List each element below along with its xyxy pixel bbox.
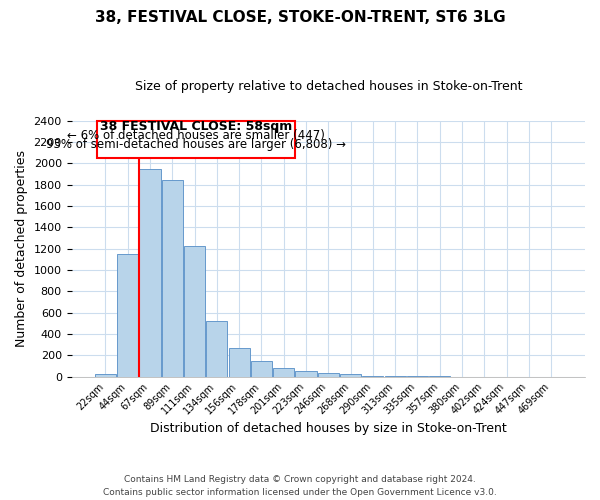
Bar <box>251 360 272 376</box>
Bar <box>184 246 205 376</box>
Bar <box>229 348 250 376</box>
X-axis label: Distribution of detached houses by size in Stoke-on-Trent: Distribution of detached houses by size … <box>150 422 506 435</box>
Text: 93% of semi-detached houses are larger (6,808) →: 93% of semi-detached houses are larger (… <box>46 138 346 151</box>
Text: 38, FESTIVAL CLOSE, STOKE-ON-TRENT, ST6 3LG: 38, FESTIVAL CLOSE, STOKE-ON-TRENT, ST6 … <box>95 10 505 25</box>
FancyBboxPatch shape <box>97 120 295 158</box>
Text: Contains HM Land Registry data © Crown copyright and database right 2024.: Contains HM Land Registry data © Crown c… <box>124 476 476 484</box>
Bar <box>273 368 294 376</box>
Bar <box>139 168 161 376</box>
Text: 38 FESTIVAL CLOSE: 58sqm: 38 FESTIVAL CLOSE: 58sqm <box>100 120 292 134</box>
Bar <box>95 374 116 376</box>
Text: Contains public sector information licensed under the Open Government Licence v3: Contains public sector information licen… <box>103 488 497 497</box>
Bar <box>117 254 139 376</box>
Bar <box>340 374 361 376</box>
Bar <box>295 372 317 376</box>
Title: Size of property relative to detached houses in Stoke-on-Trent: Size of property relative to detached ho… <box>134 80 522 93</box>
Text: ← 6% of detached houses are smaller (447): ← 6% of detached houses are smaller (447… <box>67 129 325 142</box>
Y-axis label: Number of detached properties: Number of detached properties <box>15 150 28 347</box>
Bar <box>162 180 183 376</box>
Bar <box>317 373 339 376</box>
Bar <box>206 321 227 376</box>
